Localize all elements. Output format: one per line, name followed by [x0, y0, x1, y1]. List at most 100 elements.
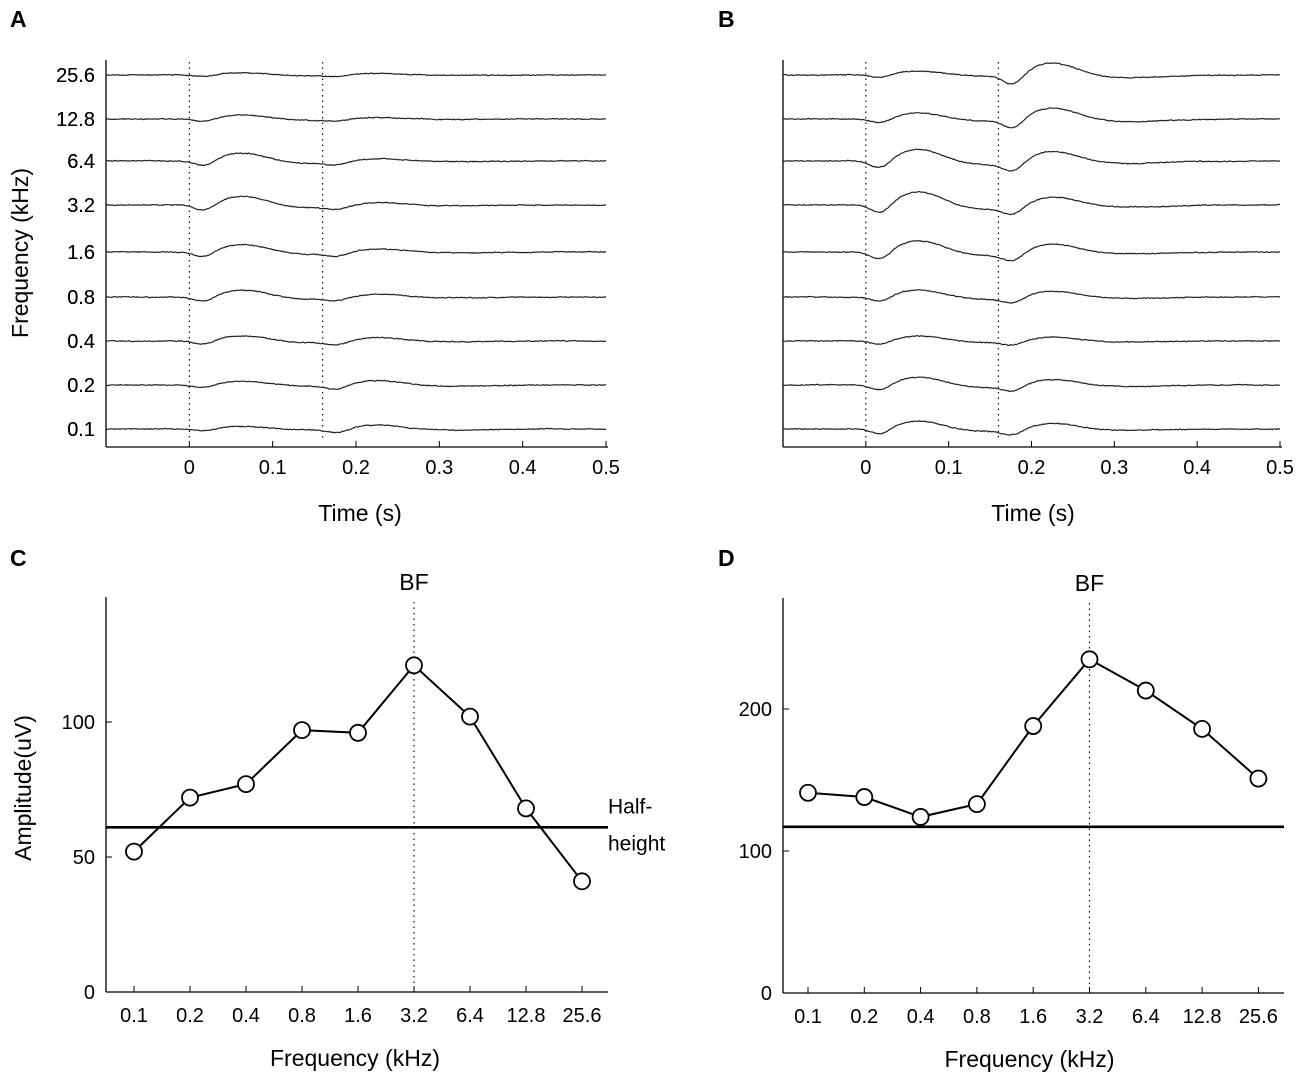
x-tick-label: 0.8 [963, 1006, 991, 1028]
bf-label: BF [399, 569, 428, 595]
data-point-1-6khz [1024, 717, 1043, 735]
channel-label: 12.8 [56, 109, 95, 131]
data-point-0-1khz [799, 783, 817, 802]
channel-label: 6.4 [67, 151, 95, 173]
x-tick-label: 0.8 [288, 1005, 316, 1027]
data-point-0-4khz [237, 775, 255, 793]
y-tick-label: 0 [761, 983, 772, 1005]
data-point-25-6khz [573, 872, 591, 891]
data-point-0-8khz [968, 795, 986, 814]
trace-12-8khz [782, 107, 1281, 129]
trace-0-4khz [782, 334, 1281, 347]
channel-label: 25.6 [56, 65, 95, 87]
y-axis-label: Frequency (kHz) [7, 168, 33, 338]
x-tick-label: 0 [860, 457, 871, 479]
trace-25-6khz [782, 62, 1281, 85]
channel-label: 25.6 [56, 65, 95, 87]
x-tick-label: 0.4 [509, 457, 537, 479]
tuning-curve-line [807, 658, 1260, 818]
x-tick-label: 25.6 [1239, 1006, 1278, 1028]
x-axis-label: Time (s) [318, 500, 401, 526]
channel-label: 0.8 [67, 287, 95, 309]
x-axis-label: Time (s) [991, 500, 1074, 526]
panel-label-c: C [10, 545, 27, 571]
x-tick-label: 0.1 [259, 457, 287, 479]
half-height-label-2: height [608, 832, 665, 855]
channel-label: 6.4 [67, 151, 95, 173]
data-point-12-8khz [517, 799, 535, 818]
x-tick-label: 0.4 [907, 1006, 935, 1028]
channel-label: 0.8 [67, 287, 95, 309]
channel-label: 12.8 [56, 109, 95, 131]
trace-12-8khz [105, 113, 607, 123]
channel-label: 0.2 [67, 375, 95, 397]
x-tick-label: 0.2 [342, 457, 370, 479]
panel-label-b: B [718, 6, 735, 32]
x-tick-label: 12.8 [1183, 1006, 1222, 1028]
channel-label: 0.2 [67, 375, 95, 397]
channel-label: 1.6 [67, 242, 95, 264]
x-axis-label: Frequency (kHz) [270, 1045, 440, 1071]
data-point-3-2khz [1080, 650, 1099, 669]
y-tick-label: 50 [73, 847, 95, 869]
x-tick-label: 1.6 [1019, 1006, 1047, 1028]
x-tick-label: 12.8 [507, 1005, 546, 1027]
y-tick-label: 100 [739, 841, 772, 863]
x-tick-label: 3.2 [1076, 1006, 1104, 1028]
y-axis-label: Amplitude(uV) [10, 715, 36, 861]
x-axis-label: Frequency (kHz) [945, 1046, 1115, 1072]
trace-0-4khz [105, 335, 607, 346]
x-tick-label: 6.4 [456, 1005, 484, 1027]
trace-0-2khz [782, 376, 1280, 392]
x-tick-label: 25.6 [563, 1005, 602, 1027]
x-tick-label: 0.3 [1100, 457, 1128, 479]
x-tick-label: 0.5 [1266, 457, 1294, 479]
channel-label: 1.6 [67, 242, 95, 264]
data-point-1-6khz [349, 723, 367, 742]
x-tick-label: 0.2 [176, 1005, 204, 1027]
x-tick-label: 0.3 [425, 457, 453, 479]
half-height-label-1: Half- [608, 795, 652, 818]
x-tick-label: 0.5 [592, 457, 620, 479]
x-tick-label: 1.6 [344, 1005, 372, 1027]
data-point-6-4khz [1136, 681, 1155, 700]
trace-1-6khz [782, 239, 1281, 262]
data-point-12-8khz [1193, 719, 1211, 738]
channel-label: 3.2 [67, 195, 95, 217]
trace-3-2khz [782, 190, 1281, 216]
tuning-curve-line [133, 663, 583, 882]
trace-0-1khz [105, 423, 607, 434]
data-point-0-2khz [855, 788, 874, 806]
channel-label: 0.4 [67, 331, 95, 353]
data-point-6-4khz [461, 707, 479, 726]
trace-0-8khz [105, 289, 607, 302]
x-tick-label: 0.2 [1018, 457, 1046, 479]
x-tick-label: 0.4 [1183, 457, 1211, 479]
y-tick-label: 100 [62, 712, 95, 734]
trace-1-6khz [105, 243, 607, 258]
x-tick-label: 6.4 [1132, 1006, 1160, 1028]
x-tick-label: 0 [184, 457, 195, 479]
bf-label: BF [1075, 570, 1104, 596]
data-point-0-1khz [125, 842, 143, 861]
channel-label: 3.2 [67, 195, 95, 217]
x-tick-label: 3.2 [400, 1005, 428, 1027]
trace-6-4khz [105, 152, 607, 167]
channel-label: 0.1 [67, 419, 95, 441]
x-tick-label: 0.4 [232, 1005, 260, 1027]
x-tick-label: 0.1 [120, 1005, 148, 1027]
data-point-25-6khz [1249, 769, 1268, 788]
panel-label-d: D [718, 545, 735, 571]
trace-3-2khz [105, 195, 606, 211]
trace-25-6khz [105, 71, 607, 78]
data-point-0-8khz [293, 721, 311, 739]
trace-0-2khz [106, 379, 607, 390]
data-point-3-2khz [405, 656, 423, 675]
panel-label-a: A [10, 6, 27, 32]
trace-6-4khz [782, 148, 1281, 172]
channel-label: 0.4 [67, 331, 95, 353]
trace-0-8khz [782, 289, 1281, 304]
y-tick-label: 0 [84, 982, 95, 1004]
y-tick-label: 200 [739, 699, 772, 721]
